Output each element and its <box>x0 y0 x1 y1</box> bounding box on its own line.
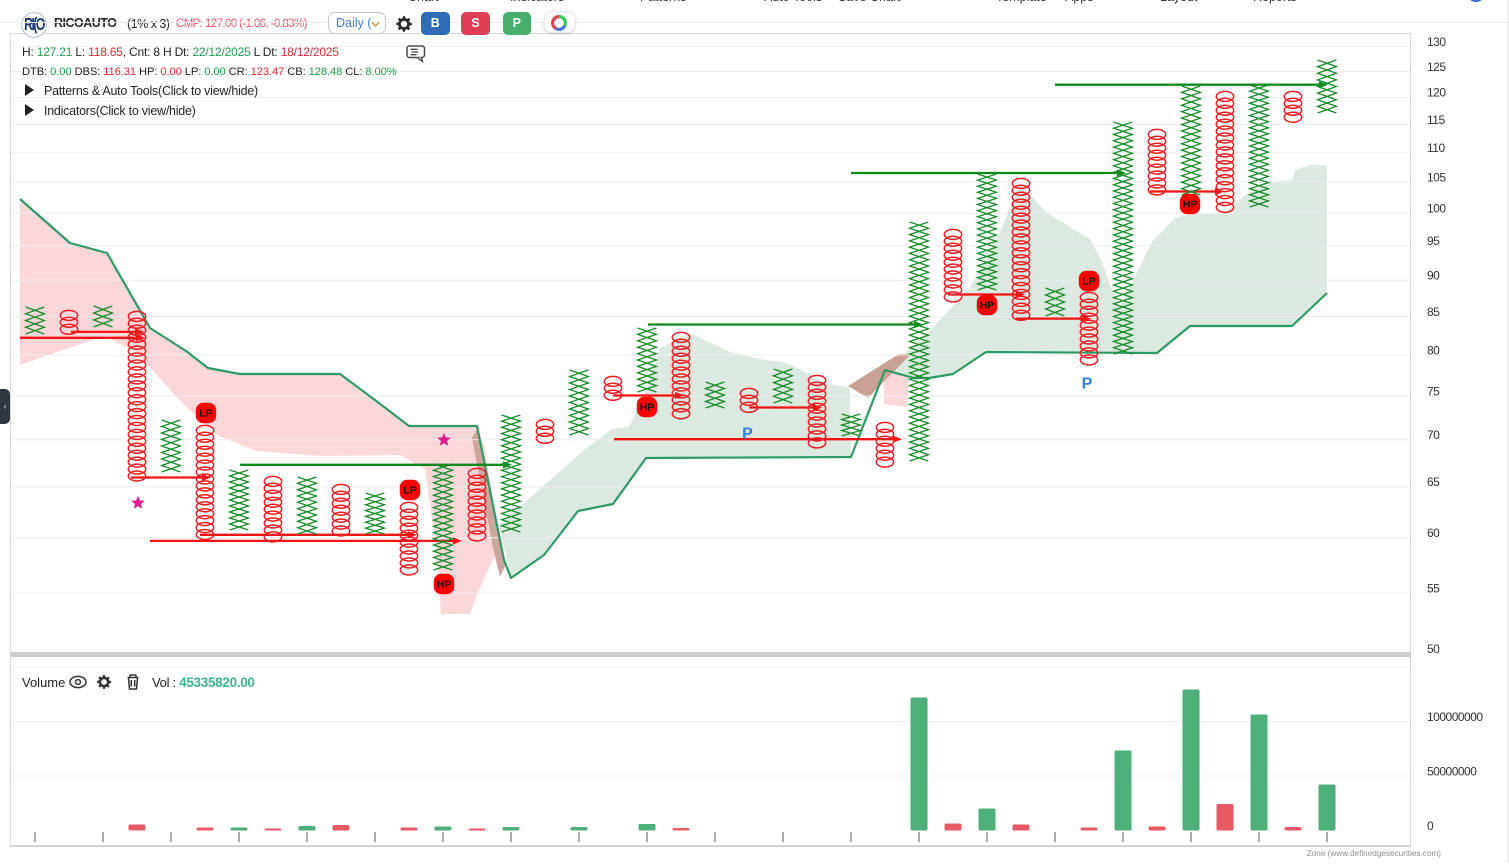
svg-text:P: P <box>1082 376 1093 393</box>
svg-text:60: 60 <box>1427 526 1440 540</box>
svg-text:90: 90 <box>1427 269 1440 283</box>
svg-text:HP: HP <box>980 300 995 312</box>
svg-text:50000000: 50000000 <box>1427 765 1477 779</box>
svg-text:85: 85 <box>1427 305 1440 319</box>
svg-text:0: 0 <box>1427 819 1434 833</box>
svg-text:55: 55 <box>1427 581 1440 595</box>
svg-text:LP: LP <box>1082 276 1095 288</box>
svg-text:HP: HP <box>437 579 452 591</box>
svg-text:100: 100 <box>1427 202 1446 216</box>
svg-text:HP: HP <box>640 402 655 414</box>
svg-text:115: 115 <box>1427 113 1445 127</box>
svg-text:100000000: 100000000 <box>1427 710 1483 724</box>
svg-text:LP: LP <box>403 485 416 497</box>
svg-text:120: 120 <box>1427 86 1446 100</box>
svg-text:50: 50 <box>1427 642 1440 656</box>
svg-text:HP: HP <box>1183 199 1198 211</box>
svg-text:130: 130 <box>1427 35 1446 49</box>
svg-text:105: 105 <box>1427 171 1446 185</box>
svg-text:LP: LP <box>199 408 212 420</box>
svg-text:70: 70 <box>1427 428 1440 442</box>
svg-text:110: 110 <box>1427 141 1445 155</box>
svg-text:125: 125 <box>1427 60 1446 74</box>
svg-text:95: 95 <box>1427 234 1440 248</box>
svg-text:P: P <box>742 426 753 443</box>
svg-text:RI(O: RI(O <box>24 14 45 34</box>
svg-text:65: 65 <box>1427 475 1440 489</box>
svg-text:Zone (www.definedgesecurities.: Zone (www.definedgesecurities.com) <box>1307 849 1442 858</box>
svg-text:80: 80 <box>1427 343 1440 357</box>
svg-text:75: 75 <box>1427 384 1440 398</box>
